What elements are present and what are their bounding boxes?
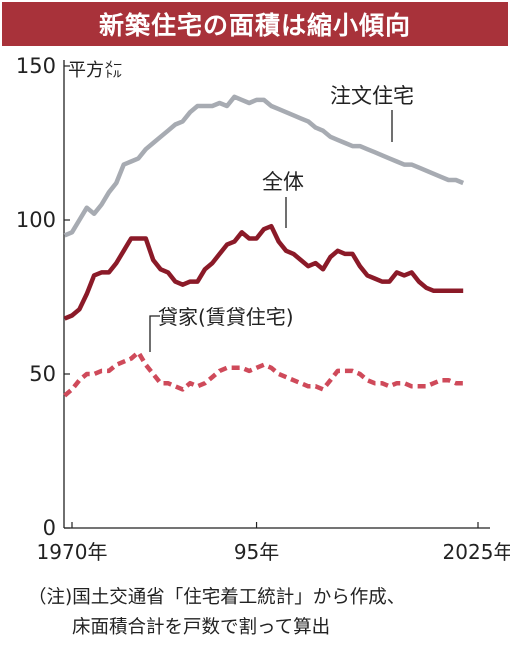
y-tick-label: 100 xyxy=(16,208,56,232)
x-tick-label: 1970年 xyxy=(37,540,108,564)
label-custom-homes: 注文住宅 xyxy=(330,84,414,108)
leader-rental xyxy=(149,315,160,352)
label-overall: 全体 xyxy=(262,170,304,194)
source-note: （注)国土交通省「住宅着工統計」から作成、 xyxy=(28,587,406,608)
y-tick-label: 50 xyxy=(29,362,56,386)
series-line-overall xyxy=(63,223,464,321)
method-note: 床面積合計を戸数で割って算出 xyxy=(72,617,331,638)
chart-title: 新築住宅の面積は縮小傾向 xyxy=(98,11,411,40)
y-tick-label: 0 xyxy=(43,516,56,540)
x-tick-label: 2025年 xyxy=(443,540,510,564)
x-tick-label: 95年 xyxy=(234,540,279,564)
label-rental: 貸家(賃貸住宅) xyxy=(158,305,294,329)
y-axis-unit: 平方㍍ xyxy=(68,60,122,81)
series-line-rental xyxy=(63,350,464,398)
title-bar: 新築住宅の面積は縮小傾向 xyxy=(2,2,508,46)
y-tick-label: 150 xyxy=(16,54,56,78)
series-line-custom-homes xyxy=(63,94,465,238)
